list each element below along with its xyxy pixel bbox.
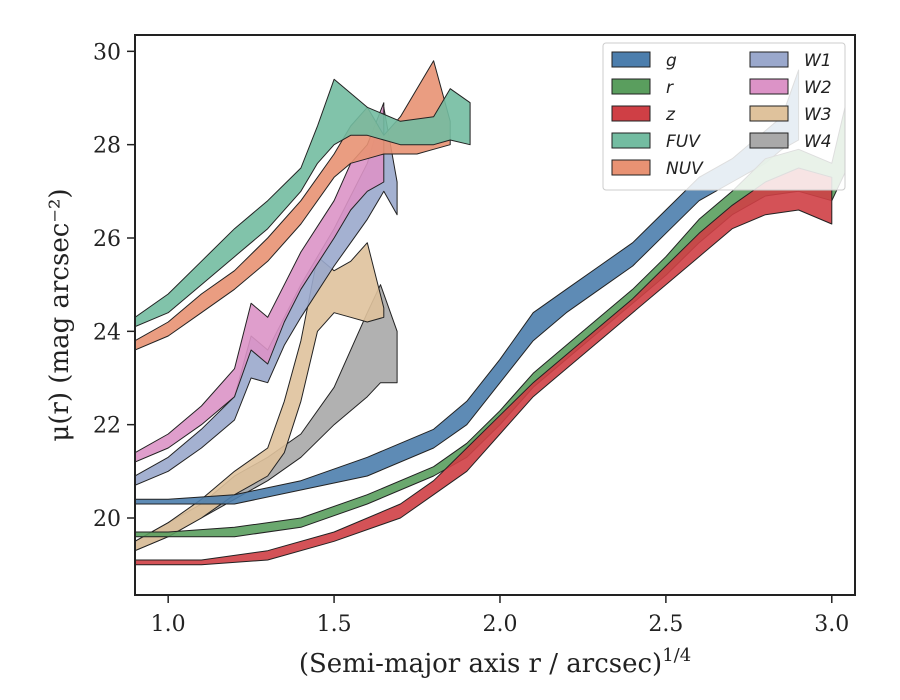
x-axis-label-text: (Semi-major axis r / arcsec)	[299, 649, 662, 679]
legend-label-w1: W1	[804, 51, 832, 71]
band-w3	[135, 242, 385, 552]
y-tick-label: 20	[93, 507, 121, 532]
band-w2	[135, 102, 385, 463]
legend-label-w4: W4	[804, 132, 832, 152]
legend-swatch-w4	[749, 132, 789, 149]
y-tick-label: 22	[93, 414, 121, 439]
y-tick-label: 30	[93, 40, 121, 65]
legend: grz FUV NUV W1 W2 W3 W4	[602, 42, 846, 191]
legend-swatch-g	[611, 51, 651, 68]
y-tick-label: 28	[93, 134, 121, 159]
x-tick-label: 2.0	[482, 612, 517, 637]
legend-label-fuv: FUV	[666, 132, 701, 152]
legend-label-w2: W2	[804, 78, 832, 98]
legend-swatch-r	[611, 78, 651, 95]
band-fuv	[135, 78, 471, 328]
y-tick-label: 24	[93, 320, 121, 345]
x-axis-label: (Semi-major axis r / arcsec)1/4	[299, 645, 691, 679]
plot-frame	[134, 34, 856, 596]
legend-swatch-z	[611, 105, 651, 122]
profile-bands	[135, 60, 846, 566]
x-tick-label: 1.0	[151, 612, 186, 637]
x-axis: 1.0 1.5 2.0 2.5 3.0	[151, 595, 849, 637]
legend-swatch-nuv	[611, 159, 651, 176]
x-tick-label: 1.5	[317, 612, 352, 637]
legend-label-g: g	[666, 51, 677, 71]
x-tick-label: 2.5	[648, 612, 683, 637]
legend-label-z: z	[665, 105, 676, 125]
legend-label-r: r	[666, 78, 674, 98]
x-tick-label: 3.0	[814, 612, 849, 637]
y-axis: 20 22 24 26 28 30	[93, 40, 135, 532]
legend-label-nuv: NUV	[666, 159, 704, 179]
y-tick-label: 26	[93, 227, 121, 252]
legend-swatch-w3	[749, 105, 789, 122]
legend-swatch-fuv	[611, 132, 651, 149]
x-axis-label-superscript: 1/4	[662, 645, 691, 666]
legend-swatch-w2	[749, 78, 789, 95]
y-axis-label: μ(r) (mag arcsec⁻²)	[45, 188, 75, 441]
legend-label-w3: W3	[804, 105, 832, 125]
legend-swatch-w1	[749, 51, 789, 68]
